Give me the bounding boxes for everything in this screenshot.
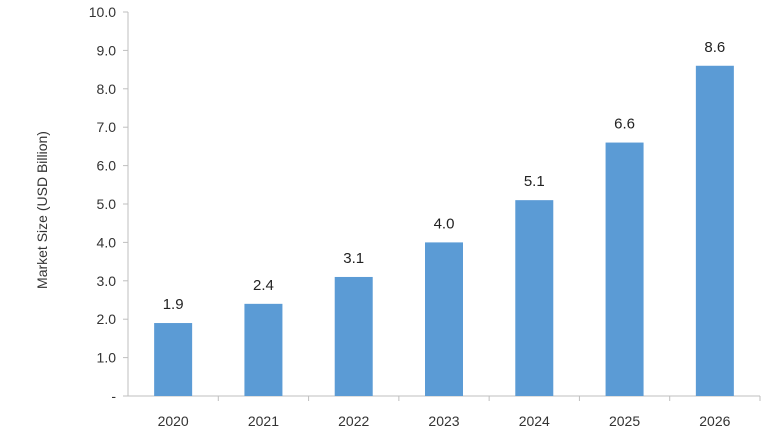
y-tick-label: 5.0 — [97, 196, 117, 212]
x-tick-label-2022: 2022 — [338, 413, 369, 429]
axes — [123, 11, 761, 401]
bars — [154, 65, 734, 396]
y-tick-label: 10.0 — [89, 4, 116, 20]
y-tick-labels: - 1.0 2.0 3.0 4.0 5.0 6.0 7.0 8.0 9.0 10.0 — [89, 4, 117, 404]
x-tick-label-2026: 2026 — [699, 413, 730, 429]
x-tick-label-2020: 2020 — [158, 413, 189, 429]
data-label-2023: 4.0 — [434, 215, 455, 232]
bar-2021 — [244, 303, 283, 396]
data-label-2021: 2.4 — [253, 277, 274, 294]
data-label-2026: 8.6 — [704, 39, 725, 56]
y-tick-label: 9.0 — [97, 42, 117, 58]
x-tick-label-2021: 2021 — [248, 413, 279, 429]
data-labels: 1.9 2.4 3.1 4.0 5.1 6.6 8.6 — [163, 39, 726, 313]
x-tick-labels: 2020 2021 2022 2023 2024 2025 2026 — [158, 413, 731, 429]
data-label-2025: 6.6 — [614, 116, 635, 133]
y-tick-label: 1.0 — [97, 350, 117, 366]
y-tick-label: 2.0 — [97, 311, 117, 327]
x-tick-label-2023: 2023 — [428, 413, 459, 429]
y-tick-label: 6.0 — [97, 158, 117, 174]
bar-2026 — [695, 65, 734, 396]
bar-2025 — [605, 142, 644, 396]
bar-2022 — [334, 276, 373, 396]
x-tick-label-2025: 2025 — [609, 413, 640, 429]
y-tick-label: 3.0 — [97, 273, 117, 289]
y-tick-label: 8.0 — [97, 81, 117, 97]
bar-2024 — [515, 200, 554, 396]
data-label-2024: 5.1 — [524, 173, 545, 190]
y-tick-label: 4.0 — [97, 234, 117, 250]
data-label-2020: 1.9 — [163, 296, 184, 313]
data-label-2022: 3.1 — [343, 250, 364, 267]
bar-2020 — [154, 323, 193, 396]
x-tick-label-2024: 2024 — [519, 413, 550, 429]
y-tick-label: - — [111, 388, 116, 404]
y-axis-title: Market Size (USD Billion) — [34, 131, 50, 289]
bar-2023 — [425, 242, 463, 396]
y-tick-label: 7.0 — [97, 119, 117, 135]
